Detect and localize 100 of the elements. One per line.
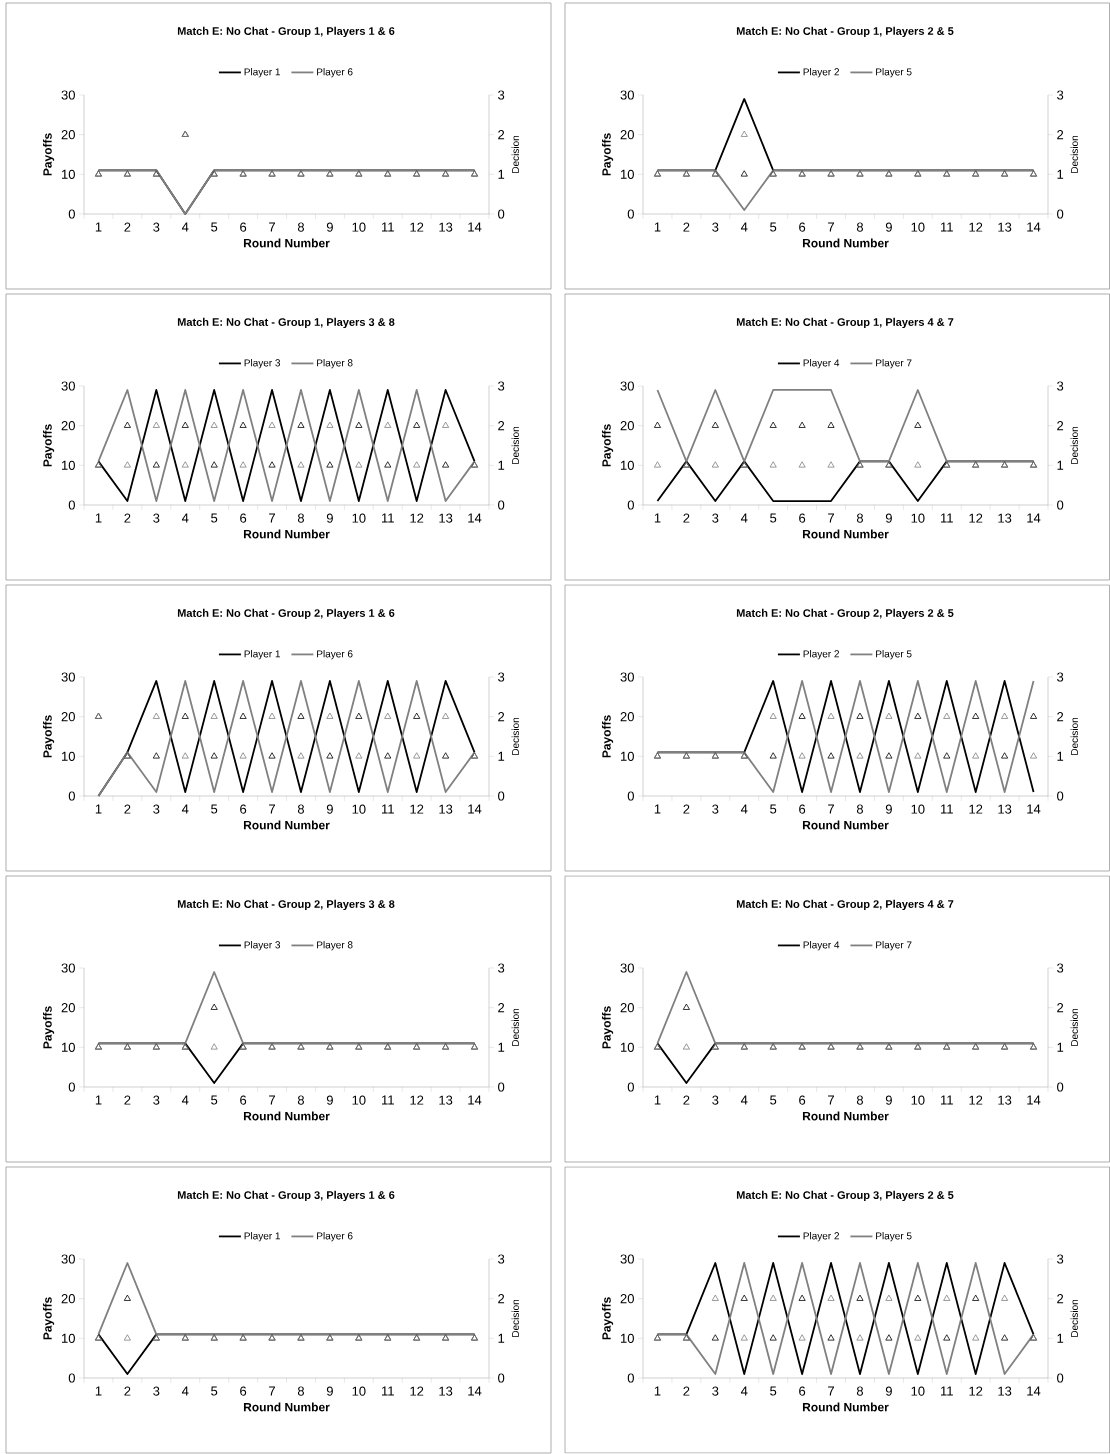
x-tick-label: 8	[297, 513, 305, 523]
y-tick-label: 30	[620, 381, 634, 391]
x-tick-label: 1	[95, 513, 102, 523]
y2-tick-label: 2	[1057, 1003, 1064, 1013]
y2-tick-label: 3	[498, 381, 505, 391]
x-tick-label: 14	[468, 1386, 482, 1396]
x-tick-label: 1	[654, 804, 661, 814]
x-tick-label: 9	[326, 1095, 333, 1105]
x-tick-label: 1	[654, 513, 661, 523]
y2-tick-label: 2	[498, 712, 505, 722]
x-tick-label: 5	[770, 222, 777, 232]
x-axis-title: Round Number	[802, 820, 889, 830]
y2-tick-label: 1	[498, 751, 505, 761]
legend-label: Player 6	[317, 1232, 353, 1242]
x-tick-label: 7	[269, 222, 275, 232]
y2-tick-label: 1	[498, 1042, 505, 1052]
y2-tick-label: 3	[1057, 1254, 1064, 1264]
x-tick-label: 4	[740, 513, 748, 523]
x-tick-label: 5	[770, 1095, 777, 1105]
y-tick-label: 20	[61, 130, 75, 140]
x-tick-label: 6	[799, 1386, 806, 1396]
y-axis-title: Payoffs	[42, 424, 55, 467]
x-tick-label: 9	[885, 804, 892, 814]
y-tick-label: 30	[61, 90, 75, 100]
x-tick-label: 1	[95, 222, 102, 232]
x-tick-label: 4	[181, 513, 189, 523]
x-tick-label: 9	[326, 1386, 333, 1396]
x-tick-label: 11	[940, 804, 953, 814]
y2-tick-label: 0	[1057, 791, 1064, 801]
y-tick-label: 20	[61, 712, 75, 722]
y-axis-title: Payoffs	[601, 133, 614, 176]
x-tick-label: 13	[998, 222, 1012, 232]
y2-axis-title: Decision	[511, 1299, 519, 1337]
x-tick-label: 8	[856, 804, 864, 814]
x-tick-label: 10	[352, 222, 366, 232]
x-tick-label: 7	[828, 222, 834, 232]
legend-label: Player 5	[876, 1232, 912, 1242]
legend-label: Player 2	[803, 1232, 839, 1242]
x-tick-label: 5	[211, 513, 218, 523]
chart-title: Match E: No Chat - Group 3, Players 2 & 5	[736, 1190, 954, 1202]
x-tick-label: 4	[740, 1386, 748, 1396]
y2-axis-title: Decision	[511, 426, 519, 464]
x-tick-label: 12	[410, 1095, 424, 1105]
x-tick-label: 9	[885, 222, 892, 232]
x-tick-label: 14	[1027, 804, 1041, 814]
legend-label: Player 4	[803, 941, 840, 951]
y2-axis-title: Decision	[1070, 1008, 1078, 1046]
y2-tick-label: 1	[1057, 1333, 1064, 1343]
legend-label: Player 1	[244, 1232, 281, 1242]
legend-label: Player 5	[876, 68, 912, 78]
y-tick-label: 20	[61, 1003, 75, 1013]
y-tick-label: 0	[627, 791, 634, 801]
x-tick-label: 8	[297, 1095, 305, 1105]
x-tick-label: 10	[911, 513, 925, 523]
legend-label: Player 2	[803, 650, 839, 660]
x-tick-label: 5	[211, 1095, 218, 1105]
chart-title: Match E: No Chat - Group 1, Players 1 & 6	[177, 26, 395, 38]
x-tick-label: 6	[799, 513, 806, 523]
x-tick-label: 7	[828, 804, 834, 814]
y2-tick-label: 2	[1057, 1294, 1064, 1304]
x-tick-label: 13	[439, 513, 453, 523]
x-tick-label: 14	[468, 513, 482, 523]
x-tick-label: 5	[211, 1386, 218, 1396]
x-tick-label: 5	[211, 804, 218, 814]
x-tick-label: 3	[712, 804, 719, 814]
x-tick-label: 5	[770, 513, 777, 523]
x-tick-label: 6	[240, 804, 247, 814]
chart-title: Match E: No Chat - Group 1, Players 3 & 8	[177, 317, 395, 329]
x-tick-label: 13	[998, 1386, 1012, 1396]
y-tick-label: 10	[62, 1333, 75, 1343]
legend-label: Player 7	[876, 941, 912, 951]
x-tick-label: 13	[998, 513, 1012, 523]
y2-tick-label: 2	[498, 1003, 505, 1013]
x-tick-label: 6	[240, 513, 247, 523]
y2-tick-label: 0	[1057, 500, 1064, 510]
y2-tick-label: 3	[498, 672, 505, 682]
y-tick-label: 30	[620, 672, 634, 682]
x-tick-label: 2	[683, 222, 690, 232]
x-axis-title: Round Number	[243, 1402, 330, 1412]
x-tick-label: 5	[770, 804, 777, 814]
y-axis-title: Payoffs	[42, 715, 55, 758]
y-axis-title: Payoffs	[42, 133, 55, 176]
x-tick-label: 10	[911, 804, 925, 814]
x-tick-label: 8	[856, 1095, 864, 1105]
x-tick-label: 11	[381, 222, 394, 232]
y-tick-label: 10	[621, 460, 634, 470]
x-tick-label: 11	[940, 222, 953, 232]
y-tick-label: 20	[620, 421, 634, 431]
y2-axis-title: Decision	[511, 717, 519, 755]
y-tick-label: 0	[627, 1082, 634, 1092]
y2-tick-label: 2	[1057, 130, 1064, 140]
y2-tick-label: 1	[1057, 1042, 1064, 1052]
y2-tick-label: 0	[498, 1082, 505, 1092]
x-tick-label: 8	[297, 1386, 305, 1396]
x-tick-label: 14	[468, 804, 482, 814]
y-tick-label: 20	[61, 421, 75, 431]
x-tick-label: 3	[153, 804, 160, 814]
y2-tick-label: 0	[498, 500, 505, 510]
x-tick-label: 3	[712, 513, 719, 523]
y2-tick-label: 1	[498, 1333, 505, 1343]
